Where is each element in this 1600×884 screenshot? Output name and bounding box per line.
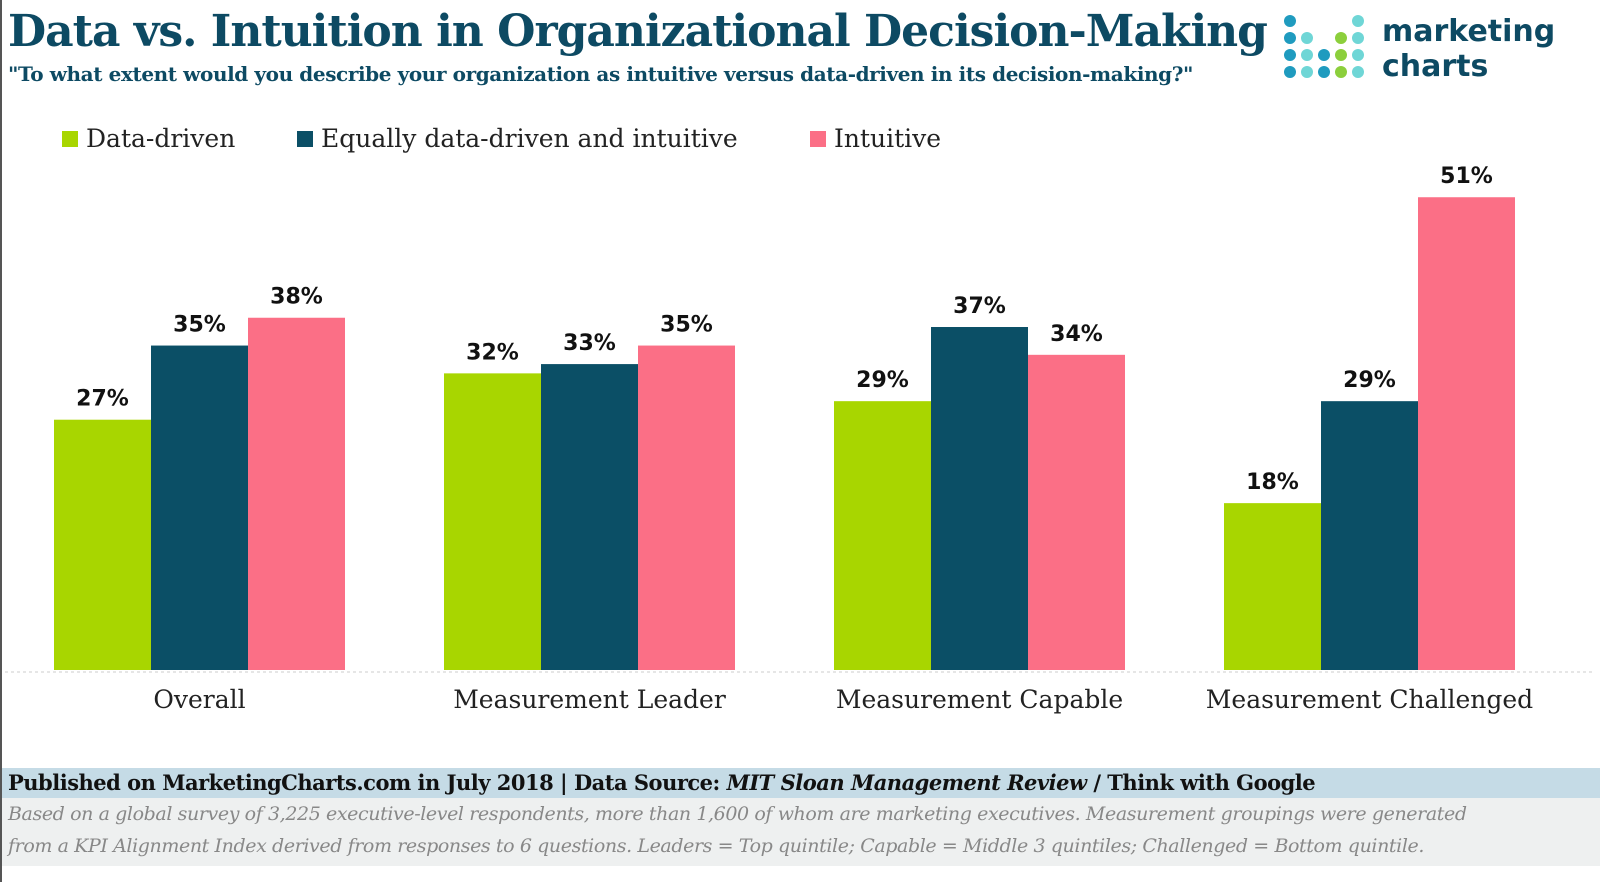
bar bbox=[1418, 197, 1515, 671]
bar bbox=[1028, 354, 1125, 670]
data-label: 37% bbox=[953, 294, 1006, 319]
category-label: Measurement Challenged bbox=[1206, 685, 1533, 714]
logo-dot bbox=[1352, 66, 1364, 78]
logo-dot bbox=[1352, 32, 1364, 44]
logo-dot bbox=[1352, 49, 1364, 61]
footer-source-rest: / Think with Google bbox=[1086, 770, 1316, 795]
bar bbox=[931, 327, 1028, 670]
footer-published-text: Published on MarketingCharts.com in July… bbox=[8, 770, 727, 795]
bar bbox=[444, 373, 541, 670]
logo-dot bbox=[1301, 32, 1313, 44]
data-label: 18% bbox=[1246, 470, 1299, 495]
bar bbox=[54, 419, 151, 670]
legend-swatch bbox=[297, 130, 313, 147]
marketingcharts-logo: marketing charts bbox=[1282, 12, 1582, 92]
logo-dot bbox=[1284, 66, 1296, 78]
logo-line1: marketing bbox=[1382, 14, 1556, 49]
data-label: 35% bbox=[660, 313, 713, 338]
logo-dot bbox=[1284, 15, 1296, 27]
bar bbox=[638, 345, 735, 670]
legend-item-intuitive: Intuitive bbox=[810, 124, 941, 153]
logo-dot bbox=[1301, 49, 1313, 61]
legend-item-equally: Equally data-driven and intuitive bbox=[297, 124, 738, 153]
logo-line2: charts bbox=[1382, 49, 1489, 84]
legend-swatch bbox=[62, 130, 78, 147]
footer-note-area bbox=[2, 798, 1600, 866]
bar bbox=[1224, 503, 1321, 670]
logo-dot bbox=[1352, 15, 1364, 27]
data-label: 32% bbox=[466, 340, 519, 365]
bar bbox=[1321, 401, 1418, 670]
logo-dot bbox=[1335, 49, 1347, 61]
logo-dot bbox=[1284, 32, 1296, 44]
logo-dot bbox=[1335, 66, 1347, 78]
chart-subtitle: "To what extent would you describe your … bbox=[8, 62, 1194, 86]
bar bbox=[248, 317, 345, 670]
chart-title: Data vs. Intuition in Organizational Dec… bbox=[8, 6, 1268, 57]
data-label: 35% bbox=[173, 313, 226, 338]
legend-label: Equally data-driven and intuitive bbox=[321, 124, 738, 153]
footer-source-italic: MIT Sloan Management Review bbox=[726, 770, 1087, 795]
footer-note-line1: Based on a global survey of 3,225 execut… bbox=[8, 803, 1467, 825]
logo-dot bbox=[1335, 32, 1347, 44]
legend-swatch bbox=[810, 130, 826, 147]
category-label: Overall bbox=[153, 685, 245, 714]
legend-item-data-driven: Data-driven bbox=[62, 124, 235, 153]
data-label: 29% bbox=[856, 368, 909, 393]
footer-note-line2: from a KPI Alignment Index derived from … bbox=[8, 835, 1424, 857]
bar bbox=[541, 364, 638, 670]
data-label: 38% bbox=[270, 285, 323, 310]
legend-label: Data-driven bbox=[86, 124, 236, 153]
category-label: Measurement Leader bbox=[453, 685, 726, 714]
logo-dot bbox=[1318, 66, 1330, 78]
data-label: 51% bbox=[1440, 164, 1493, 189]
logo-dots-icon bbox=[1284, 15, 1364, 78]
footer-published: Published on MarketingCharts.com in July… bbox=[8, 770, 1316, 795]
footer-bar bbox=[2, 768, 1600, 798]
data-label: 34% bbox=[1050, 322, 1103, 347]
bar-chart: 27% 35% 38% Overall 32% 33% 35% Measurement Lea… bbox=[5, 164, 1595, 714]
logo-dot bbox=[1301, 66, 1313, 78]
bar bbox=[151, 345, 248, 670]
logo-dot bbox=[1284, 49, 1296, 61]
logo-dot bbox=[1318, 49, 1330, 61]
legend-label: Intuitive bbox=[834, 124, 942, 153]
bar bbox=[834, 401, 931, 670]
data-label: 29% bbox=[1343, 368, 1396, 393]
data-label: 27% bbox=[76, 387, 129, 412]
data-label: 33% bbox=[563, 331, 616, 356]
category-label: Measurement Capable bbox=[836, 685, 1123, 714]
